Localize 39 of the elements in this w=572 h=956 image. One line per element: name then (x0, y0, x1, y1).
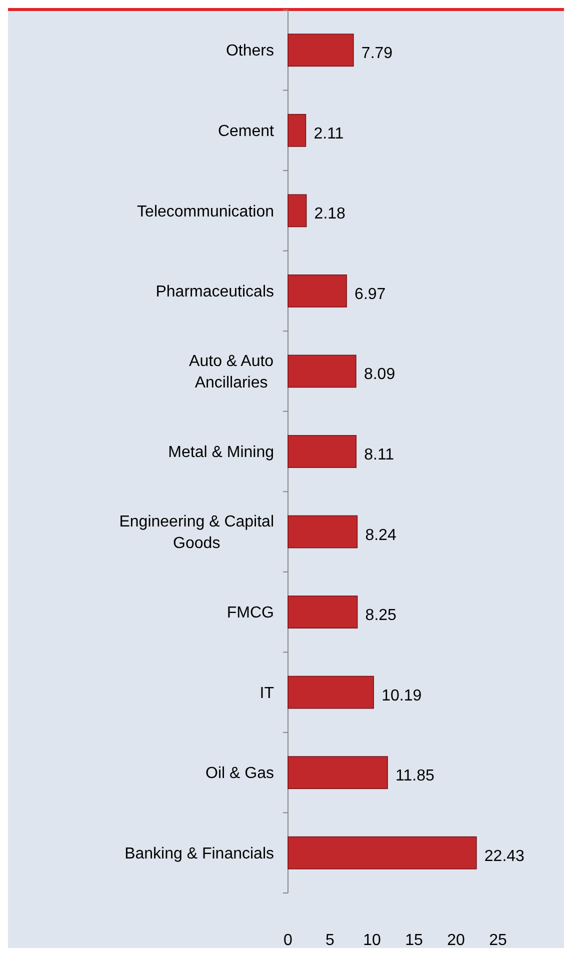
y-tick-label: Cement (218, 123, 275, 140)
data-label: 2.11 (314, 125, 344, 142)
y-tick-label: Pharmaceuticals (156, 284, 274, 301)
bar (288, 676, 374, 709)
y-tick-label: Oil & Gas (206, 765, 274, 782)
data-label: 10.19 (382, 687, 422, 704)
x-tick-label: 20 (447, 932, 465, 949)
y-tick-label: Auto & Auto Ancillaries (189, 353, 274, 392)
bar (288, 354, 356, 388)
data-label: 7.79 (361, 45, 393, 62)
bar (288, 194, 307, 228)
x-tick-label: 0 (284, 932, 293, 949)
bar (288, 34, 354, 67)
bar (288, 515, 358, 548)
y-tick-label: Engineering & Capital Goods (119, 514, 274, 552)
data-label: 8.11 (364, 446, 394, 464)
y-tick-label: Banking & Financials (124, 845, 274, 862)
bar (288, 596, 358, 628)
y-tick-label: IT (260, 684, 274, 702)
bar (288, 756, 388, 790)
data-label: 8.24 (365, 526, 396, 544)
data-label: 8.09 (364, 366, 396, 384)
x-tick-label: 25 (489, 932, 507, 949)
y-tick-label: Others (226, 42, 274, 60)
x-tick-label: 5 (326, 932, 335, 949)
data-label: 6.97 (354, 286, 386, 303)
x-tick-label: 15 (405, 932, 423, 949)
bar (288, 274, 347, 308)
bar (288, 114, 306, 147)
bar (288, 836, 477, 870)
bar (288, 435, 357, 468)
y-tick-label: Telecommunication (137, 203, 274, 220)
x-tick-label: 10 (363, 932, 381, 949)
data-label: 11.85 (396, 768, 434, 785)
data-label: 2.18 (314, 206, 346, 223)
data-label: 22.43 (484, 848, 525, 865)
y-tick-label: Metal & Mining (168, 444, 274, 462)
data-label: 8.25 (365, 607, 397, 624)
y-tick-label: FMCG (226, 604, 274, 622)
